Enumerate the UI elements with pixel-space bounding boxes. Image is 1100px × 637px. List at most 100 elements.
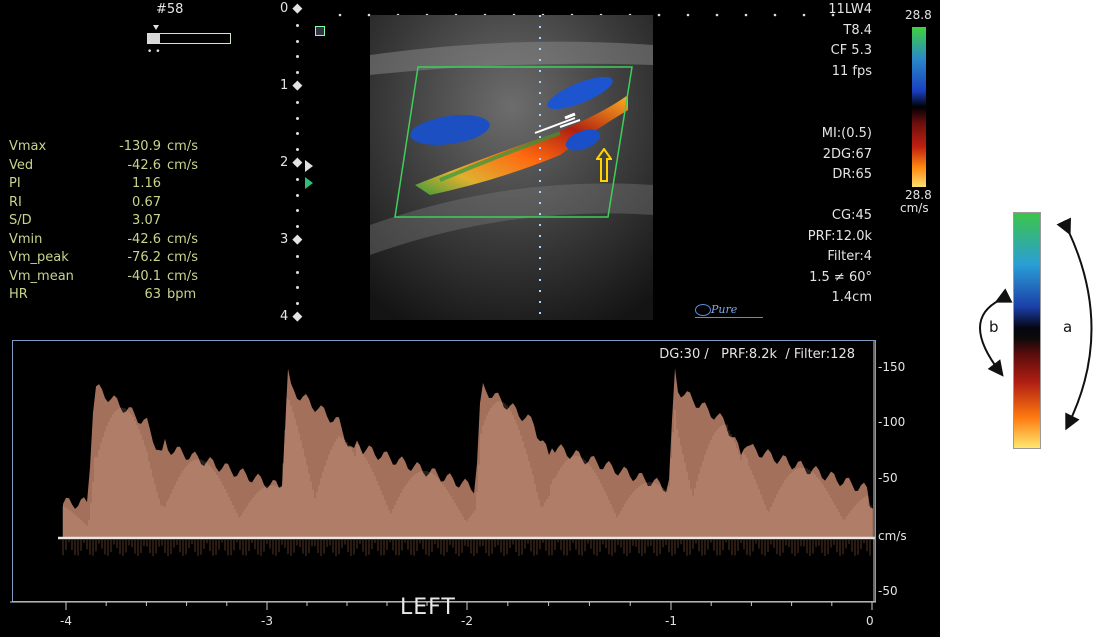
focus-marker-icon xyxy=(305,160,313,172)
parameter-line: 2DG:67 xyxy=(822,146,872,162)
cine-dots: •• xyxy=(147,47,164,57)
time-tick-label: -1 xyxy=(665,614,677,628)
pure-logo: Pure xyxy=(695,303,763,318)
legend-arrows xyxy=(979,217,1093,431)
depth-dot xyxy=(296,70,299,74)
depth-dot xyxy=(296,301,299,305)
color-scale-unit: cm/s xyxy=(900,201,929,215)
parameter-line: 11LW4 xyxy=(828,2,872,17)
image-parameters: MI:(0.5) 2DG:67 DR:65 CG:45 PRF:12.0k Filter:… xyxy=(808,124,872,309)
cine-bar xyxy=(147,33,231,44)
depth-dot xyxy=(296,255,299,259)
parameter-line: 11 fps xyxy=(831,63,872,79)
color-scale-legend: b a xyxy=(940,0,1100,637)
parameter-line: PRF:12.0k xyxy=(807,228,872,244)
measurement-label: RI xyxy=(9,194,22,210)
measurement-label: Ved xyxy=(9,157,34,173)
velocity-tick-label: cm/s xyxy=(878,529,907,543)
depth-label: 2 ◆ xyxy=(280,155,303,170)
measurement-value: 1.16 xyxy=(132,176,161,191)
legend-color-bar xyxy=(1013,212,1041,449)
parameter-line: Filter:4 xyxy=(827,249,872,264)
measurement-label: PI xyxy=(9,176,21,191)
color-scale-bar xyxy=(912,27,926,187)
scale-dot xyxy=(657,13,661,17)
depth-dot xyxy=(296,147,299,151)
parameter-line: MI:(0.5) xyxy=(821,126,872,141)
cine-marker-icon xyxy=(153,25,159,30)
measurement-unit: cm/s xyxy=(167,250,198,265)
side-label: LEFT xyxy=(400,595,456,620)
measurement-value: 3.07 xyxy=(132,213,161,228)
measurement-unit: bpm xyxy=(167,287,197,302)
measurement-label: Vm_peak xyxy=(9,250,69,265)
parameter-line: 1.5 ≠ 60° xyxy=(809,269,872,285)
depth-dot xyxy=(296,209,299,213)
depth-dot xyxy=(296,116,299,120)
parameter-line: T8.4 xyxy=(843,22,872,38)
velocity-tick-label: -150 xyxy=(878,360,906,374)
doppler-header: DG:30 / PRF:8.2k / Filter:128 xyxy=(659,347,855,362)
depth-dot xyxy=(296,55,299,59)
depth-dot xyxy=(296,101,299,105)
time-tick-label: -2 xyxy=(461,614,473,628)
depth-dot xyxy=(296,286,299,290)
depth-dot xyxy=(296,24,299,28)
ultrasound-screen: #58 •• Vmax -130.9 cm/s Ved -42.6 cm/s PI 1.16 R… xyxy=(0,0,940,637)
scale-dot xyxy=(831,13,835,17)
arrow-indicator-icon xyxy=(595,147,613,186)
velocity-tick-label: -50 xyxy=(878,584,898,598)
time-axis-line xyxy=(10,601,876,610)
scale-dot xyxy=(367,13,371,17)
legend-label-a: a xyxy=(1063,318,1073,336)
measurement-label: HR xyxy=(9,287,28,302)
depth-dot xyxy=(296,224,299,228)
time-tick-label: -3 xyxy=(261,614,273,628)
focus-marker-green-icon xyxy=(305,177,313,189)
time-tick-label: 0 xyxy=(866,614,874,628)
orientation-icon xyxy=(315,26,325,36)
measurement-value: -76.2 xyxy=(127,250,161,265)
depth-dot xyxy=(296,178,299,182)
measurement-unit: cm/s xyxy=(167,268,198,284)
scale-dot xyxy=(686,13,690,17)
probe-parameters: 11LW4 T8.4 CF 5.3 11 fps xyxy=(828,0,872,82)
scale-dot xyxy=(338,13,342,17)
parameter-line: 1.4cm xyxy=(831,290,873,305)
doppler-spectrum xyxy=(58,341,875,601)
measurement-unit: cm/s xyxy=(167,231,198,247)
legend-label-b: b xyxy=(989,318,999,336)
measurement-value: -42.6 xyxy=(127,157,161,173)
velocity-tick-label: -100 xyxy=(878,415,906,429)
measurement-value: -42.6 xyxy=(127,231,161,247)
measurement-unit: cm/s xyxy=(167,157,198,173)
depth-dot xyxy=(296,132,299,136)
depth-dot xyxy=(296,193,299,197)
scale-dot xyxy=(715,13,719,17)
measurement-label: Vm_mean xyxy=(9,268,74,284)
measurement-label: Vmin xyxy=(9,231,43,247)
measurement-value: -130.9 xyxy=(119,139,161,154)
depth-label: 0 ◆ xyxy=(280,1,303,16)
time-tick-label: -4 xyxy=(60,614,72,628)
depth-label: 3 ◆ xyxy=(280,232,303,247)
spectrum-envelope xyxy=(63,368,873,538)
parameter-line: DR:65 xyxy=(832,167,872,182)
doppler-spectrum-panel: DG:30 / PRF:8.2k / Filter:128 xyxy=(12,340,876,602)
depth-dot xyxy=(296,270,299,274)
measurement-label: S/D xyxy=(9,213,32,228)
velocity-tick-label: -50 xyxy=(878,471,898,485)
scale-dot xyxy=(802,13,806,17)
depth-dot xyxy=(296,39,299,43)
measurement-unit: cm/s xyxy=(167,139,198,154)
scale-dot xyxy=(744,13,748,17)
color-scale-top: 28.8 xyxy=(905,8,932,22)
parameter-line: CG:45 xyxy=(831,208,872,223)
color-scale-bottom: 28.8 xyxy=(905,188,932,202)
parameter-line: CF 5.3 xyxy=(830,43,872,58)
scale-dot xyxy=(773,13,777,17)
depth-label: 4 ◆ xyxy=(280,309,303,324)
depth-label: 1 ◆ xyxy=(280,78,303,93)
measurement-value: 63 xyxy=(144,287,161,302)
parameter-line xyxy=(808,186,872,207)
